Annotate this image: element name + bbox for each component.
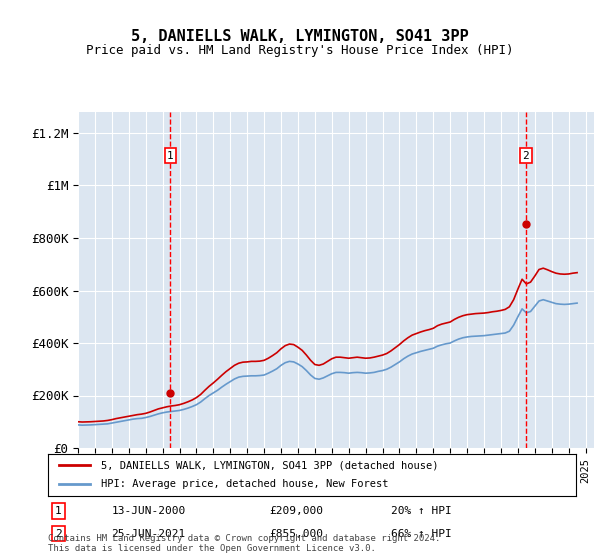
Text: 66% ↑ HPI: 66% ↑ HPI bbox=[391, 529, 452, 539]
Text: £855,000: £855,000 bbox=[270, 529, 324, 539]
Text: 5, DANIELLS WALK, LYMINGTON, SO41 3PP (detached house): 5, DANIELLS WALK, LYMINGTON, SO41 3PP (d… bbox=[101, 460, 438, 470]
Text: 1: 1 bbox=[55, 506, 62, 516]
Text: 2: 2 bbox=[55, 529, 62, 539]
Text: 13-JUN-2000: 13-JUN-2000 bbox=[112, 506, 185, 516]
Text: Contains HM Land Registry data © Crown copyright and database right 2024.
This d: Contains HM Land Registry data © Crown c… bbox=[48, 534, 440, 553]
Text: Price paid vs. HM Land Registry's House Price Index (HPI): Price paid vs. HM Land Registry's House … bbox=[86, 44, 514, 57]
Text: 20% ↑ HPI: 20% ↑ HPI bbox=[391, 506, 452, 516]
Text: 25-JUN-2021: 25-JUN-2021 bbox=[112, 529, 185, 539]
Text: £209,000: £209,000 bbox=[270, 506, 324, 516]
Text: 5, DANIELLS WALK, LYMINGTON, SO41 3PP: 5, DANIELLS WALK, LYMINGTON, SO41 3PP bbox=[131, 29, 469, 44]
Text: 2: 2 bbox=[523, 151, 529, 161]
Text: HPI: Average price, detached house, New Forest: HPI: Average price, detached house, New … bbox=[101, 479, 388, 489]
Text: 1: 1 bbox=[167, 151, 173, 161]
